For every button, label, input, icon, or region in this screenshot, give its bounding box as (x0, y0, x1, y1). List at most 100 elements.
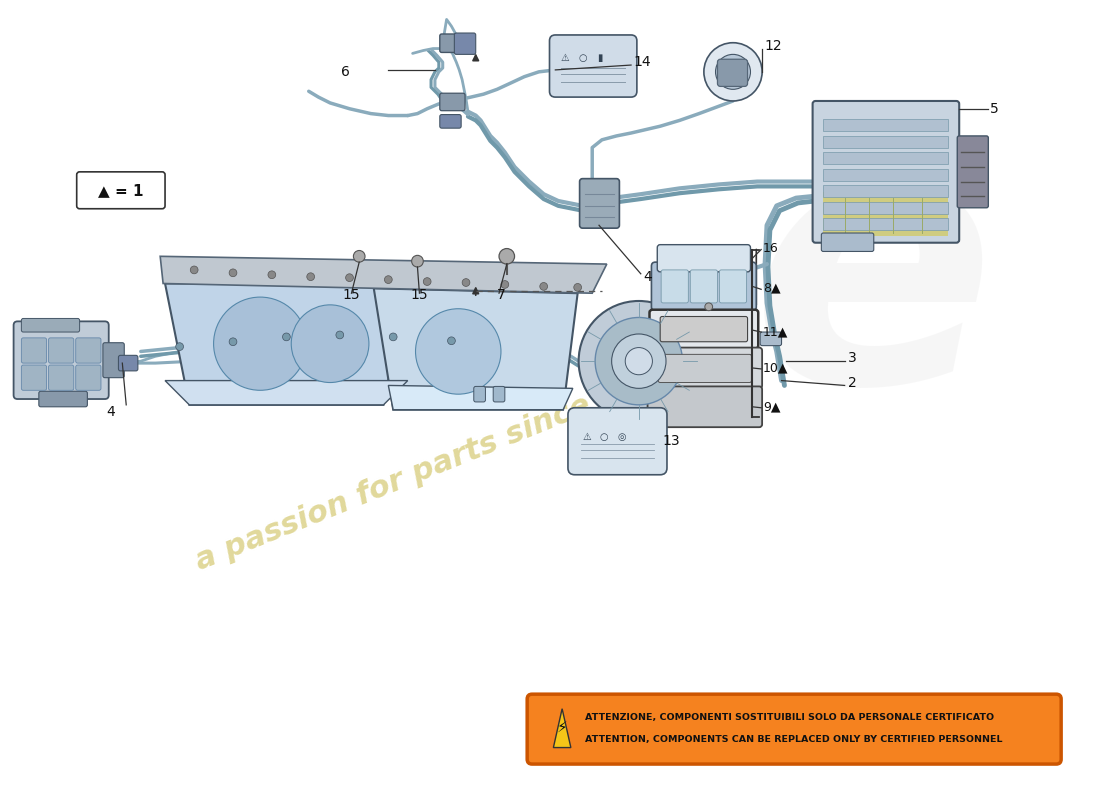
Circle shape (385, 276, 393, 283)
FancyBboxPatch shape (440, 114, 461, 128)
FancyBboxPatch shape (119, 355, 138, 371)
Text: ○: ○ (579, 54, 586, 63)
Circle shape (336, 331, 343, 339)
Circle shape (229, 269, 236, 277)
Text: 4: 4 (644, 270, 652, 284)
Polygon shape (388, 386, 573, 410)
Circle shape (540, 282, 548, 290)
Text: 6: 6 (341, 65, 350, 79)
Bar (823, 186, 947, 197)
Circle shape (499, 249, 515, 264)
Text: ⚠: ⚠ (561, 54, 570, 63)
FancyBboxPatch shape (651, 262, 757, 310)
Polygon shape (374, 288, 578, 410)
Circle shape (500, 281, 508, 288)
Circle shape (268, 271, 276, 278)
Text: 15: 15 (410, 288, 428, 302)
FancyBboxPatch shape (658, 245, 750, 272)
FancyBboxPatch shape (527, 694, 1062, 764)
FancyBboxPatch shape (813, 101, 959, 242)
Polygon shape (165, 283, 408, 405)
Circle shape (353, 250, 365, 262)
FancyBboxPatch shape (550, 35, 637, 97)
Circle shape (411, 255, 424, 267)
FancyBboxPatch shape (648, 386, 762, 427)
Circle shape (705, 303, 713, 310)
Text: 11▲: 11▲ (763, 326, 789, 338)
Text: 9▲: 9▲ (763, 400, 781, 414)
Text: ⚠: ⚠ (583, 432, 592, 442)
Circle shape (176, 342, 184, 350)
FancyBboxPatch shape (493, 386, 505, 402)
Circle shape (579, 301, 698, 422)
FancyBboxPatch shape (822, 233, 873, 251)
FancyBboxPatch shape (21, 365, 46, 390)
Text: 12: 12 (764, 38, 782, 53)
Polygon shape (165, 381, 408, 405)
FancyBboxPatch shape (760, 332, 781, 346)
Circle shape (625, 347, 652, 374)
Bar (823, 153, 947, 164)
Circle shape (704, 42, 762, 101)
Text: ○: ○ (600, 432, 608, 442)
Text: 8▲: 8▲ (763, 282, 781, 295)
Circle shape (190, 266, 198, 274)
Circle shape (448, 337, 455, 345)
FancyBboxPatch shape (568, 408, 667, 474)
FancyBboxPatch shape (454, 33, 475, 54)
Text: 7: 7 (497, 288, 506, 302)
Bar (823, 192, 947, 236)
FancyBboxPatch shape (48, 338, 74, 363)
FancyBboxPatch shape (21, 338, 46, 363)
FancyBboxPatch shape (440, 34, 467, 53)
FancyBboxPatch shape (691, 270, 717, 303)
FancyBboxPatch shape (440, 94, 465, 110)
Polygon shape (161, 256, 607, 294)
Text: ▮: ▮ (597, 54, 603, 63)
FancyBboxPatch shape (649, 310, 758, 349)
Text: 13: 13 (662, 434, 680, 448)
Circle shape (462, 278, 470, 286)
FancyBboxPatch shape (717, 59, 748, 86)
Polygon shape (553, 709, 571, 747)
Text: ◎: ◎ (617, 432, 626, 442)
Text: 5: 5 (990, 102, 999, 116)
FancyBboxPatch shape (48, 365, 74, 390)
Circle shape (307, 273, 315, 281)
Circle shape (292, 305, 368, 382)
Text: ⚡: ⚡ (557, 720, 568, 734)
Circle shape (283, 333, 290, 341)
Text: 15: 15 (342, 288, 361, 302)
Circle shape (345, 274, 353, 282)
FancyBboxPatch shape (660, 317, 748, 342)
Text: e: e (751, 109, 997, 458)
Text: 4: 4 (107, 405, 116, 418)
FancyBboxPatch shape (76, 338, 101, 363)
FancyBboxPatch shape (103, 342, 124, 378)
FancyBboxPatch shape (13, 322, 109, 399)
FancyBboxPatch shape (580, 178, 619, 228)
Bar (823, 169, 947, 181)
Circle shape (424, 278, 431, 286)
Text: ATTENTION, COMPONENTS CAN BE REPLACED ONLY BY CERTIFIED PERSONNEL: ATTENTION, COMPONENTS CAN BE REPLACED ON… (585, 735, 1003, 744)
Text: 3: 3 (848, 351, 856, 366)
Circle shape (389, 333, 397, 341)
Bar (823, 119, 947, 131)
Text: 2: 2 (848, 375, 856, 390)
Circle shape (715, 54, 750, 90)
FancyBboxPatch shape (719, 270, 747, 303)
Circle shape (612, 334, 666, 388)
Bar (823, 202, 947, 214)
FancyBboxPatch shape (21, 318, 79, 332)
Circle shape (574, 283, 582, 291)
FancyBboxPatch shape (474, 386, 485, 402)
Circle shape (595, 318, 682, 405)
Bar (823, 218, 947, 230)
Text: 10▲: 10▲ (763, 362, 789, 374)
Text: a passion for parts since 1: a passion for parts since 1 (191, 379, 625, 577)
Text: ▲ = 1: ▲ = 1 (98, 182, 143, 198)
Circle shape (416, 309, 500, 394)
Text: 16: 16 (763, 242, 779, 255)
Circle shape (229, 338, 236, 346)
FancyBboxPatch shape (76, 365, 101, 390)
